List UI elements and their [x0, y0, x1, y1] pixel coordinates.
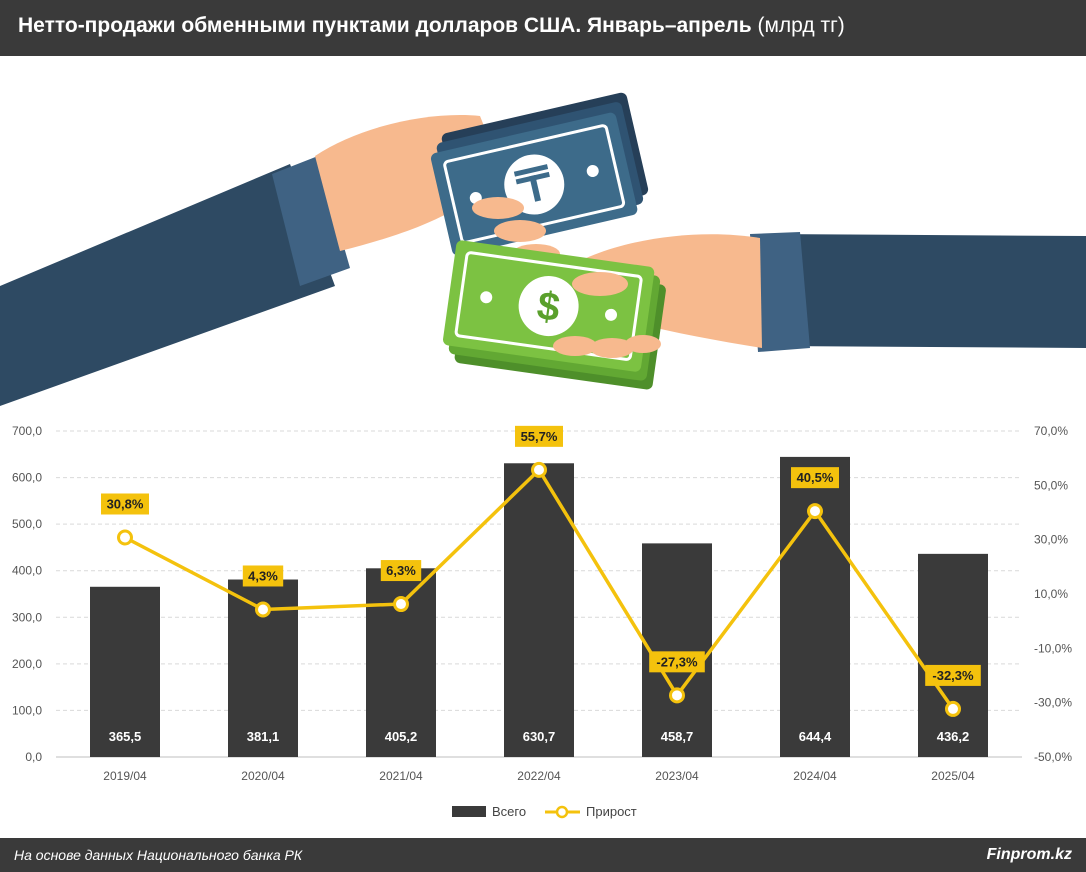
left-axis: 0,0 100,0 200,0 300,0 400,0 500,0 600,0 700,0 [12, 424, 42, 764]
growth-point [117, 529, 133, 546]
growth-label-box [925, 664, 981, 686]
growth-label-box [242, 565, 284, 587]
growth-value-label: -32,3% [932, 668, 974, 683]
right-tick-label: 50,0% [1034, 478, 1068, 492]
legend-label-line: Прирост [586, 804, 637, 819]
growth-point [669, 687, 685, 704]
left-tick-label: 700,0 [12, 424, 42, 438]
growth-label-box [380, 560, 422, 582]
hand-with-dollar-banknote-icon: $ [442, 232, 1086, 390]
chart-unit: (млрд тг) [757, 14, 845, 37]
brand-logo: Finprom.kz [986, 846, 1072, 863]
growth-value-label: 6,3% [386, 563, 416, 578]
bar [504, 463, 574, 757]
left-tick-label: 300,0 [12, 610, 42, 624]
x-tick-label: 2025/04 [931, 769, 975, 783]
x-tick-label: 2022/04 [517, 769, 561, 783]
bar [90, 586, 160, 757]
right-tick-label: -50,0% [1034, 750, 1072, 764]
legend: Всего Прирост [452, 804, 637, 819]
growth-point [255, 601, 271, 618]
line-series: 30,8% 4,3% 6,3% 55,7% -27,3% 40,5% -32,3% [101, 425, 981, 717]
x-tick-label: 2024/04 [793, 769, 837, 783]
money-exchange-illustration: $ [0, 92, 1086, 406]
legend-label-bars: Всего [492, 804, 526, 819]
growth-value-label: 40,5% [797, 470, 834, 485]
chart-title-bar: Нетто-продажи обменными пунктами долларо… [0, 0, 1086, 56]
bar [780, 456, 850, 757]
legend-swatch-bars [452, 806, 486, 817]
bar-value-label: 365,5 [109, 729, 142, 744]
left-tick-label: 0,0 [25, 750, 42, 764]
x-tick-label: 2020/04 [241, 769, 285, 783]
growth-point [393, 596, 409, 613]
legend-swatch-marker [555, 805, 569, 819]
left-tick-label: 600,0 [12, 471, 42, 485]
left-tick-label: 500,0 [12, 517, 42, 531]
bar-series: 365,5 381,1 405,2 630,7 458,7 644,4 436,2 [90, 456, 988, 757]
right-tick-label: 30,0% [1034, 533, 1068, 547]
bar-value-label: 644,4 [799, 729, 832, 744]
growth-label-box [791, 467, 839, 489]
right-tick-label: 70,0% [1034, 424, 1068, 438]
left-tick-label: 100,0 [12, 703, 42, 717]
bar-value-label: 436,2 [937, 729, 970, 744]
x-tick-label: 2019/04 [103, 769, 147, 783]
growth-point [531, 461, 547, 478]
growth-point [945, 700, 961, 717]
bar-value-label: 405,2 [385, 729, 418, 744]
left-tick-label: 200,0 [12, 657, 42, 671]
bar-line-chart: 0,0 100,0 200,0 300,0 400,0 500,0 600,0 700,0 -… [12, 424, 1072, 819]
bar-value-label: 630,7 [523, 729, 556, 744]
growth-value-label: 4,3% [248, 568, 278, 583]
source-note: На основе данных Национального банка РК [14, 847, 303, 863]
bar [918, 553, 988, 757]
bar-value-label: 381,1 [247, 729, 280, 744]
x-tick-label: 2023/04 [655, 769, 699, 783]
bar [642, 543, 712, 757]
right-tick-label: -30,0% [1034, 696, 1072, 710]
chart-title: Нетто-продажи обменными пунктами долларо… [18, 14, 752, 37]
growth-label-box [515, 425, 563, 447]
growth-label-box [101, 493, 149, 515]
growth-value-label: 55,7% [521, 429, 558, 444]
x-tick-label: 2021/04 [379, 769, 423, 783]
x-axis: 2019/04 2020/04 2021/04 2022/04 2023/04 2024/… [103, 769, 975, 783]
right-tick-label: 10,0% [1034, 587, 1068, 601]
growth-value-label: 30,8% [107, 496, 144, 511]
growth-point [807, 503, 823, 520]
bar-value-label: 458,7 [661, 729, 694, 744]
left-tick-label: 400,0 [12, 564, 42, 578]
right-axis: -50,0% -30,0% -10,0% 10,0% 30,0% 50,0% 70,0% [1034, 424, 1072, 764]
growth-label-box [649, 651, 705, 673]
footer-bar: На основе данных Национального банка РК … [0, 838, 1086, 872]
right-tick-label: -10,0% [1034, 641, 1072, 655]
growth-value-label: -27,3% [656, 654, 698, 669]
